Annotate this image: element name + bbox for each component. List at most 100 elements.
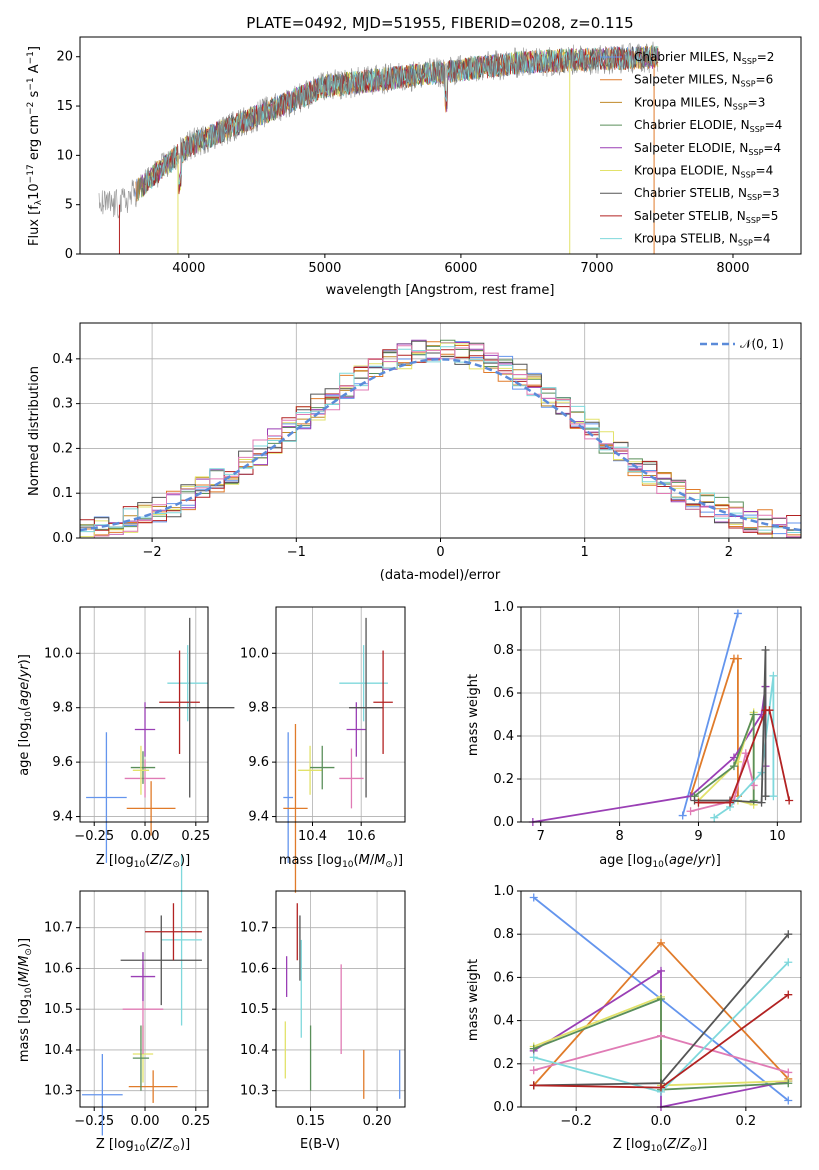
x-tick-label: 0.15 (296, 1114, 325, 1129)
y-tick-label: 10.5 (240, 1002, 269, 1017)
weight-marker (784, 990, 793, 999)
x-tick-label: 1 (581, 545, 589, 560)
age-weight-panel: 7 8 9 10 0.0 0.2 0.4 0.6 0.8 1.0 (493, 600, 802, 844)
y-tick-label: 0.4 (493, 729, 514, 744)
legend-label: Chabrier STELIB, NSSP=3 (634, 186, 780, 202)
z-weight-panel: −0.2 0.0 0.2 0.0 0.2 0.4 0.6 0.8 1.0 (493, 884, 802, 1129)
y-tick-label: 20 (56, 50, 73, 65)
y-tick-label: 0.3 (52, 397, 73, 412)
weight-marker (733, 609, 742, 618)
age-weight-ylabel: mass weight (466, 674, 481, 756)
legend-label: Salpeter MILES, NSSP=6 (634, 73, 773, 89)
weight-marker (769, 671, 778, 680)
weight-marker (686, 807, 695, 816)
axes-frame (275, 890, 406, 1108)
legend-label: Kroupa MILES, NSSP=3 (634, 95, 765, 111)
ebv-mass-xlabel: E(B-V) (300, 1137, 340, 1152)
z-weight-ylabel: mass weight (466, 959, 481, 1041)
weight-marker (657, 1031, 665, 1040)
y-tick-label: 10.7 (44, 921, 73, 936)
weight-marker (529, 893, 538, 902)
x-tick-label: 0.25 (181, 1114, 210, 1129)
weight-marker (529, 1081, 538, 1090)
weight-marker (729, 762, 738, 771)
legend-label: Salpeter ELODIE, NSSP=4 (634, 141, 781, 157)
axes-frame (79, 890, 209, 1108)
y-tick-label: 0.2 (493, 772, 514, 787)
x-tick-label: 6000 (444, 261, 477, 276)
normal-curve (79, 358, 802, 532)
weight-marker (657, 966, 665, 975)
y-tick-label: 9.6 (52, 755, 73, 770)
weight-line-4 (693, 714, 755, 801)
weight-marker (749, 781, 758, 790)
x-tick-label: 8 (615, 829, 623, 844)
legend-label: 𝒩(0, 1) (740, 337, 784, 351)
weight-marker (784, 1096, 793, 1105)
hist-ylabel: Normed distribution (27, 366, 42, 496)
z-mass-panel: −0.25 0.00 0.25 10.3 10.4 10.5 10.6 10.7 (44, 854, 210, 1136)
axes-frame (520, 890, 802, 1108)
x-tick-label: −0.25 (74, 1114, 114, 1129)
y-tick-label: 1.0 (493, 884, 514, 899)
y-tick-label: 10.6 (44, 961, 73, 976)
spectrum-panel: 4000 5000 6000 7000 8000 0 5 10 15 20 Chabrier MIL… (56, 36, 802, 276)
x-tick-label: 0.20 (363, 1114, 392, 1129)
weight-marker (761, 646, 770, 654)
weight-line-4 (533, 997, 789, 1091)
axes-frame (79, 36, 802, 255)
spectrum-xlabel: wavelength [Angstrom, rest frame] (326, 283, 555, 298)
weight-marker (749, 710, 758, 719)
y-tick-label: 0.8 (493, 643, 514, 658)
x-tick-label: 5000 (308, 261, 341, 276)
y-tick-label: 10 (56, 148, 73, 163)
y-tick-label: 0.4 (52, 352, 73, 367)
y-tick-label: 0.2 (493, 1057, 514, 1072)
weight-marker (529, 1066, 538, 1075)
x-tick-label: 4000 (172, 261, 205, 276)
z-age-panel: −0.25 0.00 0.25 9.4 9.6 9.8 10.0 (44, 606, 235, 863)
axes-frame (520, 606, 802, 823)
y-tick-label: 10.3 (44, 1084, 73, 1099)
y-tick-label: 15 (56, 99, 73, 114)
weight-marker (784, 930, 793, 939)
x-tick-label: 2 (725, 545, 733, 560)
weight-marker (529, 1053, 538, 1062)
hist-xlabel: (data-model)/error (380, 568, 501, 583)
weight-marker (784, 1079, 793, 1088)
x-tick-label: 7000 (580, 261, 613, 276)
y-tick-label: 10.0 (240, 646, 269, 661)
weight-marker (749, 796, 758, 805)
y-tick-label: 10.0 (44, 646, 73, 661)
weight-marker (657, 1083, 665, 1092)
weight-marker (657, 995, 665, 1003)
x-tick-label: 10 (769, 829, 786, 844)
y-tick-label: 1.0 (493, 600, 514, 615)
legend-label: Kroupa STELIB, NSSP=4 (634, 232, 771, 248)
z-weight-xlabel: Z [log10(Z/Z⊙)] (613, 1137, 707, 1154)
weight-marker (726, 798, 735, 807)
spectrum-ylabel: Flux [fλ10−17 erg cm−2 s−1 A−1] (26, 46, 44, 246)
axes-frame (79, 322, 802, 539)
weight-marker (694, 798, 703, 807)
x-tick-label: −0.25 (74, 829, 114, 844)
weight-marker (733, 654, 742, 663)
y-tick-label: 9.6 (248, 755, 269, 770)
weight-marker (529, 1044, 538, 1053)
y-tick-label: 9.8 (52, 701, 73, 716)
y-tick-label: 9.8 (248, 701, 269, 716)
hist-panel: −2 −1 0 1 2 0.0 0.1 0.2 0.3 0.4 𝒩(0, 1) (52, 322, 802, 560)
y-tick-label: 0.6 (493, 686, 514, 701)
z-mass-xlabel: Z [log10(Z/Z⊙)] (96, 1137, 190, 1154)
x-tick-label: −2 (143, 545, 162, 560)
age-weight-xlabel: age [log10(age/yr)] (599, 853, 721, 870)
x-tick-label: 7 (537, 829, 545, 844)
ebv-mass-panel: 0.15 0.20 10.3 10.4 10.5 10.6 10.7 (240, 890, 406, 1129)
y-tick-label: 0.1 (52, 486, 73, 501)
y-tick-label: 9.4 (52, 810, 73, 825)
x-tick-label: −1 (287, 545, 306, 560)
legend-label: Salpeter STELIB, NSSP=5 (634, 209, 778, 225)
legend-label: Kroupa ELODIE, NSSP=4 (634, 164, 773, 180)
weight-marker (710, 813, 719, 822)
